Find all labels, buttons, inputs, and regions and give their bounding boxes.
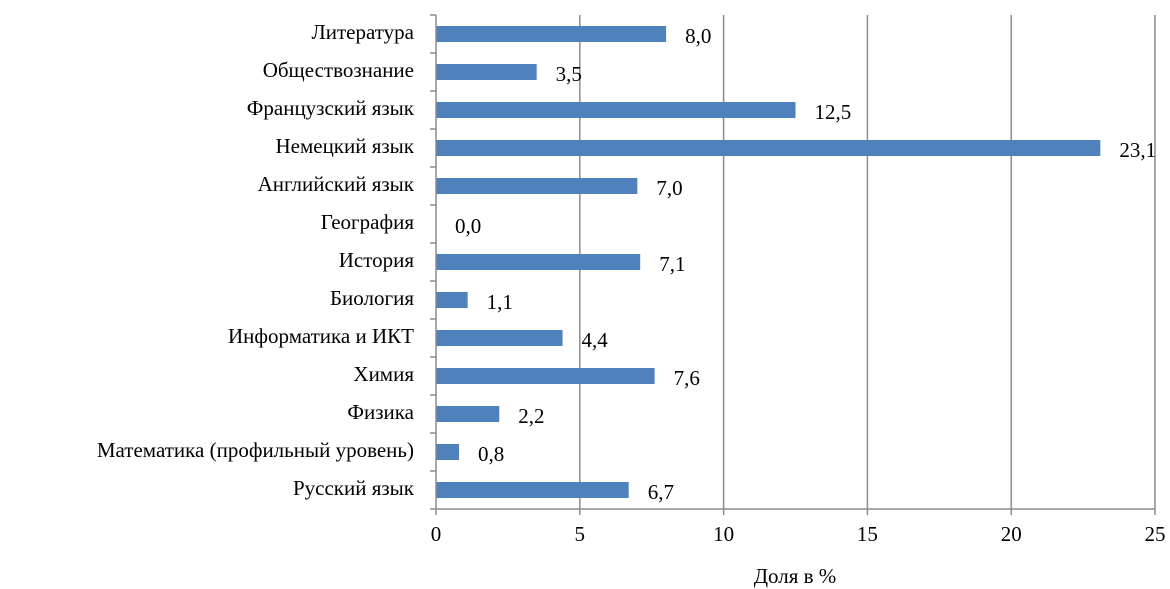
bar — [436, 64, 537, 80]
y-tick-label: Обществознание — [263, 58, 414, 82]
value-label: 1,1 — [487, 290, 513, 314]
bar — [436, 330, 563, 346]
y-tick-label: Литература — [312, 20, 415, 44]
value-label: 0,8 — [478, 442, 504, 466]
bar — [436, 482, 629, 498]
bar — [436, 102, 796, 118]
value-label: 7,6 — [674, 366, 700, 390]
bar — [436, 444, 460, 460]
value-label: 6,7 — [648, 480, 674, 504]
value-label: 7,1 — [659, 252, 685, 276]
y-tick-label: Биология — [330, 286, 414, 310]
y-tick-label: История — [339, 248, 415, 272]
x-tick-label: 0 — [431, 522, 442, 546]
x-tick-label: 15 — [857, 522, 878, 546]
y-tick-label: Французский язык — [247, 96, 415, 120]
y-tick-label: Физика — [347, 400, 414, 424]
y-tick-label: Немецкий язык — [275, 134, 414, 158]
bar — [436, 406, 500, 422]
x-tick-label: 10 — [713, 522, 734, 546]
value-label: 23,1 — [1119, 138, 1156, 162]
x-tick-label: 25 — [1145, 522, 1166, 546]
x-tick-label: 5 — [575, 522, 586, 546]
y-tick-label: Химия — [353, 362, 414, 386]
y-tick-label: География — [321, 210, 415, 234]
x-tick-label: 20 — [1001, 522, 1022, 546]
bar — [436, 26, 667, 42]
bar — [436, 254, 641, 270]
value-label: 12,5 — [815, 100, 852, 124]
value-label: 0,0 — [455, 214, 481, 238]
y-tick-label: Математика (профильный уровень) — [97, 438, 414, 462]
bar — [436, 178, 638, 194]
value-label: 7,0 — [656, 176, 682, 200]
y-tick-label: Английский язык — [258, 172, 415, 196]
bar — [436, 140, 1101, 156]
bar — [436, 292, 468, 308]
value-label: 8,0 — [685, 24, 711, 48]
value-label: 2,2 — [518, 404, 544, 428]
bar — [436, 368, 655, 384]
x-axis-title: Доля в % — [754, 564, 837, 588]
y-tick-label: Информатика и ИКТ — [228, 324, 414, 348]
value-label: 4,4 — [582, 328, 609, 352]
value-label: 3,5 — [556, 62, 582, 86]
y-tick-label: Русский язык — [293, 476, 415, 500]
